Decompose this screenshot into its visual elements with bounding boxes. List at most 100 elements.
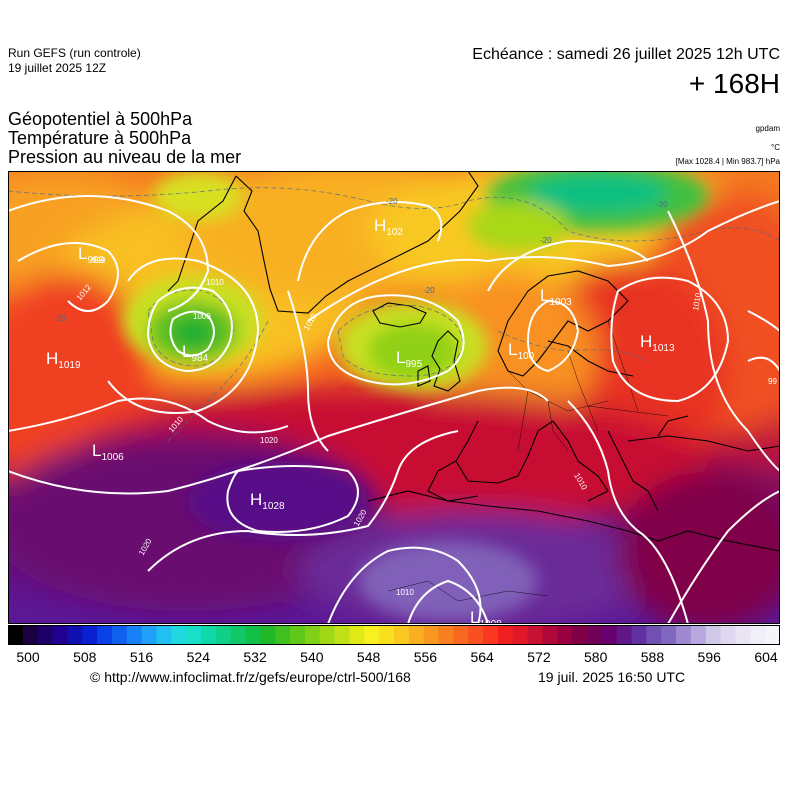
- colorbar-swatch: [453, 625, 469, 645]
- colorbar-swatch: [111, 625, 128, 645]
- low-pressure-center: L995: [396, 348, 423, 370]
- high-pressure-center: H1013: [640, 332, 675, 354]
- colorbar-swatch: [483, 625, 499, 645]
- low-pressure-center: L100: [508, 340, 535, 362]
- unit-temperature: °C: [771, 143, 780, 152]
- colorbar: [8, 625, 780, 645]
- colorbar-swatch: [141, 625, 157, 645]
- isobar-label: 1010: [396, 588, 414, 597]
- colorbar-swatch: [616, 625, 633, 645]
- variable-geopotential-title: Géopotentiel à 500hPa: [8, 109, 193, 129]
- colorbar-swatch: [661, 625, 677, 645]
- colorbar-swatch: [394, 625, 410, 645]
- isobar-label: 1010: [206, 278, 224, 287]
- colorbar-tick-label: 564: [470, 649, 494, 665]
- isotherm-label: -20: [386, 197, 398, 206]
- variable-temperature-title: Température à 500hPa: [8, 128, 192, 148]
- colorbar-swatch: [156, 625, 172, 645]
- geopotential-field: 1010 1000 1012 1010 1020 1020 1020 1010 …: [8, 171, 780, 624]
- colorbar-swatch: [275, 625, 291, 645]
- colorbar-swatch: [676, 625, 692, 645]
- isotherm-label: -20: [656, 200, 668, 209]
- colorbar-tick-label: 532: [243, 649, 267, 665]
- colorbar-swatch: [587, 625, 603, 645]
- colorbar-swatch: [601, 625, 618, 645]
- pressure-centers: H1019 L984 L999 H102 L995 L1003 L100 H1013 L1006…: [46, 216, 675, 624]
- colorbar-swatch: [497, 625, 514, 645]
- colorbar-swatch: [468, 625, 484, 645]
- colorbar-swatch: [126, 625, 143, 645]
- colorbar-swatch: [720, 625, 736, 645]
- isotherm-labels: -20 -20 -20 -20 -20: [54, 197, 668, 323]
- isobars: [8, 195, 780, 624]
- unit-pressure-range: [Max 1028.4 | Min 983.7] hPa: [675, 157, 780, 166]
- isobar-label: 1000: [193, 312, 211, 321]
- colorbar-swatch: [37, 625, 54, 645]
- colorbar-swatch: [379, 625, 395, 645]
- isobar-label: 1010: [691, 292, 703, 312]
- high-pressure-center: H1019: [46, 349, 81, 371]
- low-pressure-center: L999: [78, 244, 105, 266]
- coastlines: [167, 171, 780, 552]
- colorbar-swatch: [408, 625, 425, 645]
- colorbar-swatch: [735, 625, 751, 645]
- colorbar-swatch: [631, 625, 647, 645]
- colorbar-tick-label: 596: [697, 649, 721, 665]
- colorbar-tick-label: 588: [640, 649, 665, 665]
- colorbar-swatch: [557, 625, 573, 645]
- colorbar-swatch: [319, 625, 336, 645]
- low-pressure-center: L1008: [470, 608, 502, 624]
- high-pressure-center: H1028: [250, 490, 285, 512]
- colorbar-swatch: [201, 625, 217, 645]
- colorbar-tick-label: 548: [356, 649, 381, 665]
- colorbar-swatch: [423, 625, 440, 645]
- colorbar-swatch: [82, 625, 98, 645]
- colorbar-swatch: [260, 625, 276, 645]
- colorbar-swatch: [304, 625, 321, 645]
- colorbar-swatch: [290, 625, 306, 645]
- colorbar-swatch: [67, 625, 83, 645]
- colorbar-swatch: [542, 625, 558, 645]
- colorbar-tick-label: 516: [129, 649, 154, 665]
- colorbar-swatch: [97, 625, 113, 645]
- valid-time: Echéance : samedi 26 juillet 2025 12h UT…: [472, 46, 780, 63]
- colorbar-tick-label: 540: [300, 649, 324, 665]
- colorbar-swatch: [349, 625, 365, 645]
- high-pressure-center: H102: [374, 216, 403, 238]
- colorbar-swatch: [438, 625, 454, 645]
- isobar-label: 99: [768, 377, 777, 386]
- unit-geopotential: gpdam: [755, 124, 780, 133]
- colorbar-swatch: [572, 625, 588, 645]
- isotherm-label: -20: [540, 236, 552, 245]
- colorbar-swatch: [750, 625, 766, 645]
- colorbar-swatch: [186, 625, 202, 645]
- run-date: 19 juillet 2025 12Z: [8, 61, 107, 75]
- colorbar-swatch: [765, 625, 780, 645]
- colorbar-swatch: [364, 625, 380, 645]
- colorbar-swatch: [646, 625, 662, 645]
- colorbar-tick-label: 524: [186, 649, 210, 665]
- colorbar-swatch: [215, 625, 232, 645]
- colorbar-tick-label: 572: [527, 649, 551, 665]
- isobar-label: 999: [92, 256, 106, 265]
- forecast-map: 1010 1000 1012 1010 1020 1020 1020 1010 …: [8, 171, 780, 624]
- colorbar-swatch: [52, 625, 68, 645]
- colorbar-swatch: [527, 625, 543, 645]
- isotherm-label: -20: [54, 314, 66, 323]
- colorbar-swatch: [230, 625, 247, 645]
- colorbar-tick-label: 508: [73, 649, 97, 665]
- colorbar-swatch: [22, 625, 39, 645]
- variable-mslp-title: Pression au niveau de la mer: [8, 147, 242, 167]
- low-pressure-center: L1006: [92, 441, 124, 463]
- colorbar-swatch: [171, 625, 187, 645]
- colorbar-swatch: [8, 625, 24, 645]
- isobar-label: 1020: [260, 436, 278, 445]
- colorbar-tick-label: 556: [413, 649, 438, 665]
- colorbar-swatch: [512, 625, 529, 645]
- low-pressure-center: L1003: [540, 286, 572, 308]
- generation-timestamp: 19 juil. 2025 16:50 UTC: [538, 669, 686, 685]
- colorbar-tick-label: 500: [16, 649, 40, 665]
- colorbar-swatch: [245, 625, 261, 645]
- lead-time: + 168H: [688, 68, 780, 99]
- colorbar-tick-label: 580: [584, 649, 608, 665]
